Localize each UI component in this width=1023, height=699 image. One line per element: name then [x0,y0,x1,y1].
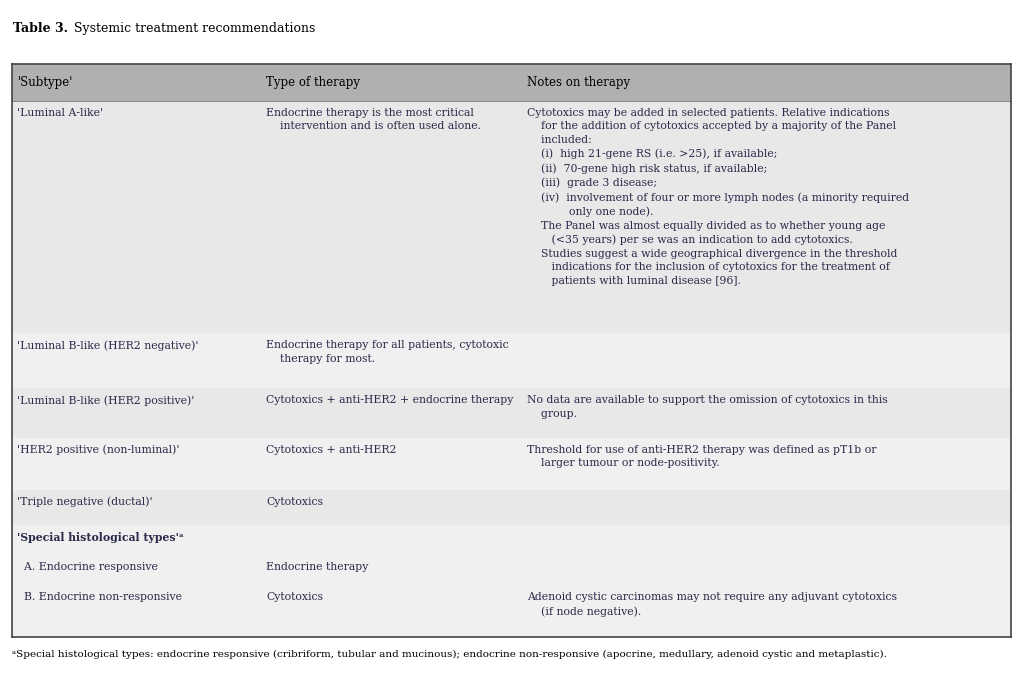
Bar [12,333,1011,388]
Text: Notes on therapy: Notes on therapy [527,76,630,89]
Text: Endocrine therapy is the most critical
    intervention and is often used alone.: Endocrine therapy is the most critical i… [266,108,481,131]
Bar [12,525,1011,555]
Text: Endocrine therapy: Endocrine therapy [266,562,368,572]
Text: Table 3.: Table 3. [13,22,69,36]
Bar [12,555,1011,586]
Bar [12,64,1011,101]
Text: B. Endocrine non-responsive: B. Endocrine non-responsive [17,593,182,603]
Bar [12,438,1011,489]
Text: Systemic treatment recommendations: Systemic treatment recommendations [74,22,315,36]
Text: A. Endocrine responsive: A. Endocrine responsive [17,562,159,572]
Text: Cytotoxics may be added in selected patients. Relative indications
    for the a: Cytotoxics may be added in selected pati… [527,108,909,286]
Text: Endocrine therapy for all patients, cytotoxic
    therapy for most.: Endocrine therapy for all patients, cyto… [266,340,508,364]
Bar [12,388,1011,438]
Bar [12,489,1011,525]
Text: 'Triple negative (ductal)': 'Triple negative (ductal)' [17,496,153,507]
Text: ᵃSpecial histological types: endocrine responsive (cribriform, tubular and mucin: ᵃSpecial histological types: endocrine r… [12,650,887,659]
Text: 'Luminal A-like': 'Luminal A-like' [17,108,103,117]
Text: Type of therapy: Type of therapy [266,76,360,89]
Text: Cytotoxics: Cytotoxics [266,593,323,603]
Text: Cytotoxics + anti-HER2: Cytotoxics + anti-HER2 [266,445,397,454]
Text: Adenoid cystic carcinomas may not require any adjuvant cytotoxics
    (if node n: Adenoid cystic carcinomas may not requir… [527,593,897,617]
Text: 'Subtype': 'Subtype' [17,76,73,89]
Text: Cytotoxics: Cytotoxics [266,496,323,507]
Text: 'Luminal B-like (HER2 positive)': 'Luminal B-like (HER2 positive)' [17,395,194,406]
Text: No data are available to support the omission of cytotoxics in this
    group.: No data are available to support the omi… [527,395,888,419]
Text: 'Special histological types'ᵃ: 'Special histological types'ᵃ [17,532,184,543]
Bar [12,101,1011,333]
Text: 'Luminal B-like (HER2 negative)': 'Luminal B-like (HER2 negative)' [17,340,198,351]
Text: Cytotoxics + anti-HER2 + endocrine therapy: Cytotoxics + anti-HER2 + endocrine thera… [266,395,514,405]
Bar [12,586,1011,637]
Text: 'HER2 positive (non-luminal)': 'HER2 positive (non-luminal)' [17,445,180,455]
Text: Threshold for use of anti-HER2 therapy was defined as pT1b or
    larger tumour : Threshold for use of anti-HER2 therapy w… [527,445,877,468]
